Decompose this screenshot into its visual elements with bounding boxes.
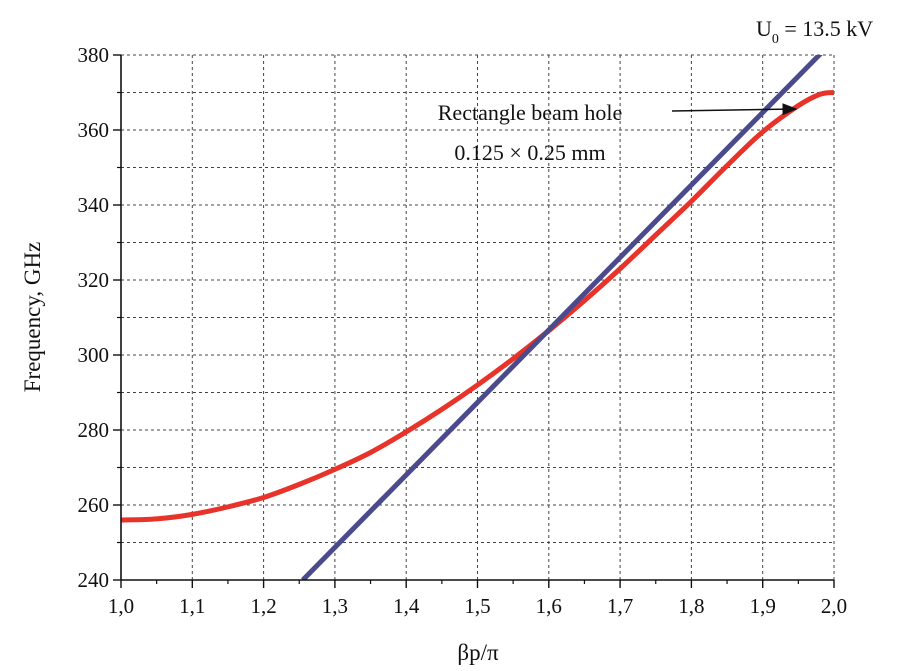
x-tick-label: 1,7 [607,594,633,618]
x-tick-label: 1,0 [108,594,134,618]
x-tick-label: 1,4 [393,594,420,618]
beam-line [301,55,823,580]
grid-lines [121,54,835,580]
voltage-label-base: U [756,16,772,41]
y-tick-label: 380 [78,43,110,67]
beam-hole-label-line2: 0.125 × 0.25 mm [454,140,605,165]
voltage-label-subscript: 0 [772,32,779,47]
x-tick-label: 1,5 [464,594,490,618]
x-tick-label: 1,3 [322,594,348,618]
x-tick-label: 1,1 [179,594,205,618]
beam-hole-label-line1: Rectangle beam hole [438,100,622,125]
x-tick-label: 1,9 [750,594,776,618]
y-axis-title: Frequency, GHz [20,242,45,393]
y-tick-label: 340 [78,193,110,217]
x-tick-label: 1,8 [678,594,704,618]
voltage-label: U0 = 13.5 kV [756,16,873,47]
y-tick-label: 300 [78,343,110,367]
minor-ticks [113,54,835,588]
dispersion-curve [121,90,834,523]
series-layer [121,55,834,580]
annotation-arrow [671,103,798,116]
y-tick-label: 280 [78,418,110,442]
y-tick-label: 320 [78,268,110,292]
x-tick-labels: 1,0 1,1 1,2 1,3 1,4 1,5 1,6 1,7 1,8 1,9 2,0 [108,594,847,618]
x-axis-title: βp/π [457,640,499,665]
y-tick-label: 260 [78,493,110,517]
x-tick-label: 2,0 [821,594,847,618]
x-tick-label: 1,6 [536,594,562,618]
voltage-label-rest: = 13.5 kV [779,16,873,41]
y-tick-label: 240 [78,568,110,592]
x-tick-label: 1,2 [250,594,276,618]
y-tick-labels: 240 260 280 300 320 340 360 380 [78,43,110,592]
y-tick-label: 360 [78,118,110,142]
